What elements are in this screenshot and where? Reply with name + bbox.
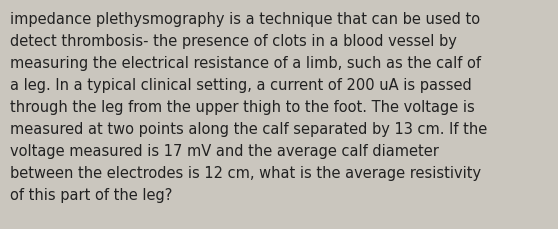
Text: detect thrombosis- the presence of clots in a blood vessel by: detect thrombosis- the presence of clots… [10, 34, 457, 49]
Text: measuring the electrical resistance of a limb, such as the calf of: measuring the electrical resistance of a… [10, 56, 481, 71]
Text: of this part of the leg?: of this part of the leg? [10, 187, 172, 202]
Text: measured at two points along the calf separated by 13 cm. If the: measured at two points along the calf se… [10, 121, 487, 136]
Text: impedance plethysmography is a technique that can be used to: impedance plethysmography is a technique… [10, 12, 480, 27]
Text: between the electrodes is 12 cm, what is the average resistivity: between the electrodes is 12 cm, what is… [10, 165, 481, 180]
Text: voltage measured is 17 mV and the average calf diameter: voltage measured is 17 mV and the averag… [10, 143, 439, 158]
Text: through the leg from the upper thigh to the foot. The voltage is: through the leg from the upper thigh to … [10, 100, 475, 114]
Text: a leg. In a typical clinical setting, a current of 200 uA is passed: a leg. In a typical clinical setting, a … [10, 78, 472, 93]
